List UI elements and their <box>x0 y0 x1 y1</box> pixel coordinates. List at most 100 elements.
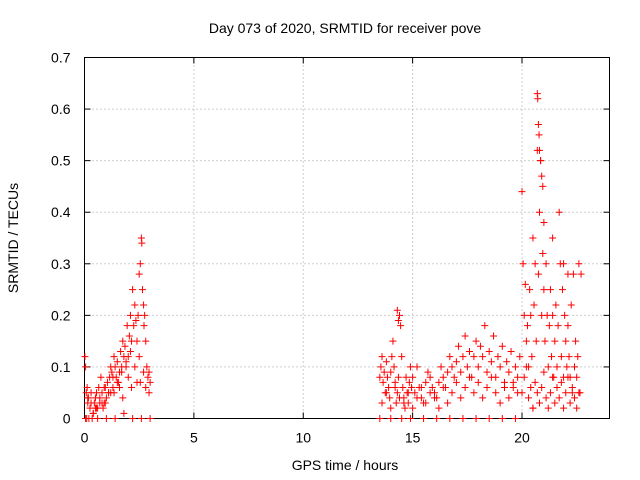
data-point <box>141 311 149 319</box>
data-point <box>553 384 561 392</box>
data-point <box>380 368 388 376</box>
data-point <box>481 322 489 330</box>
grid <box>84 57 610 419</box>
x-axis-label: GPS time / hours <box>292 457 399 473</box>
data-point <box>557 378 565 386</box>
x-tick-label: 10 <box>295 430 311 446</box>
data-point <box>125 332 133 340</box>
data-point <box>577 270 585 278</box>
data-point <box>120 409 128 417</box>
data-point <box>507 347 515 355</box>
data-point <box>129 286 137 294</box>
data-point <box>383 373 391 381</box>
data-point <box>144 373 152 381</box>
data-point <box>385 384 393 392</box>
data-point <box>498 342 506 350</box>
data-point <box>99 404 107 412</box>
data-point <box>498 415 506 422</box>
data-point <box>505 394 513 402</box>
y-tick-label: 0.6 <box>51 101 71 117</box>
data-point <box>390 363 398 371</box>
data-point <box>545 322 553 330</box>
data-point <box>110 353 118 361</box>
data-point <box>108 368 116 376</box>
data-point <box>549 234 557 242</box>
data-point <box>470 353 478 361</box>
data-point <box>565 353 573 361</box>
data-point <box>548 353 556 361</box>
data-point <box>575 260 583 268</box>
data-point <box>437 363 445 371</box>
data-point <box>128 384 136 392</box>
data-point <box>400 399 408 407</box>
data-point <box>408 384 416 392</box>
data-point <box>474 378 482 386</box>
data-point <box>551 399 559 407</box>
data-point <box>520 373 528 381</box>
data-point <box>119 337 127 345</box>
data-point <box>459 353 467 361</box>
data-point <box>411 389 419 397</box>
data-point <box>377 363 385 371</box>
data-point <box>561 311 569 319</box>
data-point <box>409 404 417 412</box>
data-point <box>448 363 456 371</box>
data-point <box>540 286 548 294</box>
data-point <box>522 337 530 345</box>
data-point <box>146 378 154 386</box>
data-point <box>386 394 394 402</box>
data-point <box>539 249 547 257</box>
data-point <box>472 337 480 345</box>
data-point <box>525 394 533 402</box>
data-point <box>526 286 534 294</box>
data-point <box>552 301 560 309</box>
data-point <box>132 317 140 325</box>
data-point <box>534 270 542 278</box>
data-point <box>81 353 89 361</box>
data-point <box>557 353 565 361</box>
data-point <box>94 415 102 422</box>
data-point <box>413 394 421 402</box>
data-point <box>571 363 578 371</box>
data-point <box>553 363 561 371</box>
data-point <box>457 394 465 402</box>
data-point <box>392 399 400 407</box>
data-point <box>572 337 580 345</box>
data-point <box>487 358 495 366</box>
data-point <box>401 404 409 412</box>
data-point <box>509 378 517 386</box>
data-point <box>124 353 132 361</box>
data-point <box>560 260 568 268</box>
plot-frame <box>84 57 610 419</box>
data-point <box>143 363 151 371</box>
data-point <box>378 353 386 361</box>
data-point <box>97 373 105 381</box>
x-tick-label: 5 <box>190 430 198 446</box>
data-point <box>575 389 583 397</box>
data-point <box>540 368 548 376</box>
data-point <box>518 188 526 196</box>
x-tick-label: 15 <box>405 430 421 446</box>
data-point <box>101 399 109 407</box>
data-point <box>103 378 111 386</box>
data-point <box>519 260 527 268</box>
data-point <box>376 373 384 381</box>
data-point <box>446 353 454 361</box>
data-point <box>426 389 434 397</box>
data-point <box>439 373 447 381</box>
data-point <box>398 353 406 361</box>
data-point <box>542 260 550 268</box>
data-point <box>487 373 495 381</box>
y-tick-label: 0.5 <box>51 153 71 169</box>
data-point <box>535 131 543 139</box>
data-point <box>406 363 414 371</box>
data-point <box>534 95 542 103</box>
data-point <box>146 415 154 422</box>
data-point <box>142 384 150 392</box>
data-point <box>562 337 570 345</box>
data-point <box>396 311 403 319</box>
data-point <box>536 146 543 154</box>
data-point <box>549 373 557 381</box>
data-point <box>485 415 493 422</box>
